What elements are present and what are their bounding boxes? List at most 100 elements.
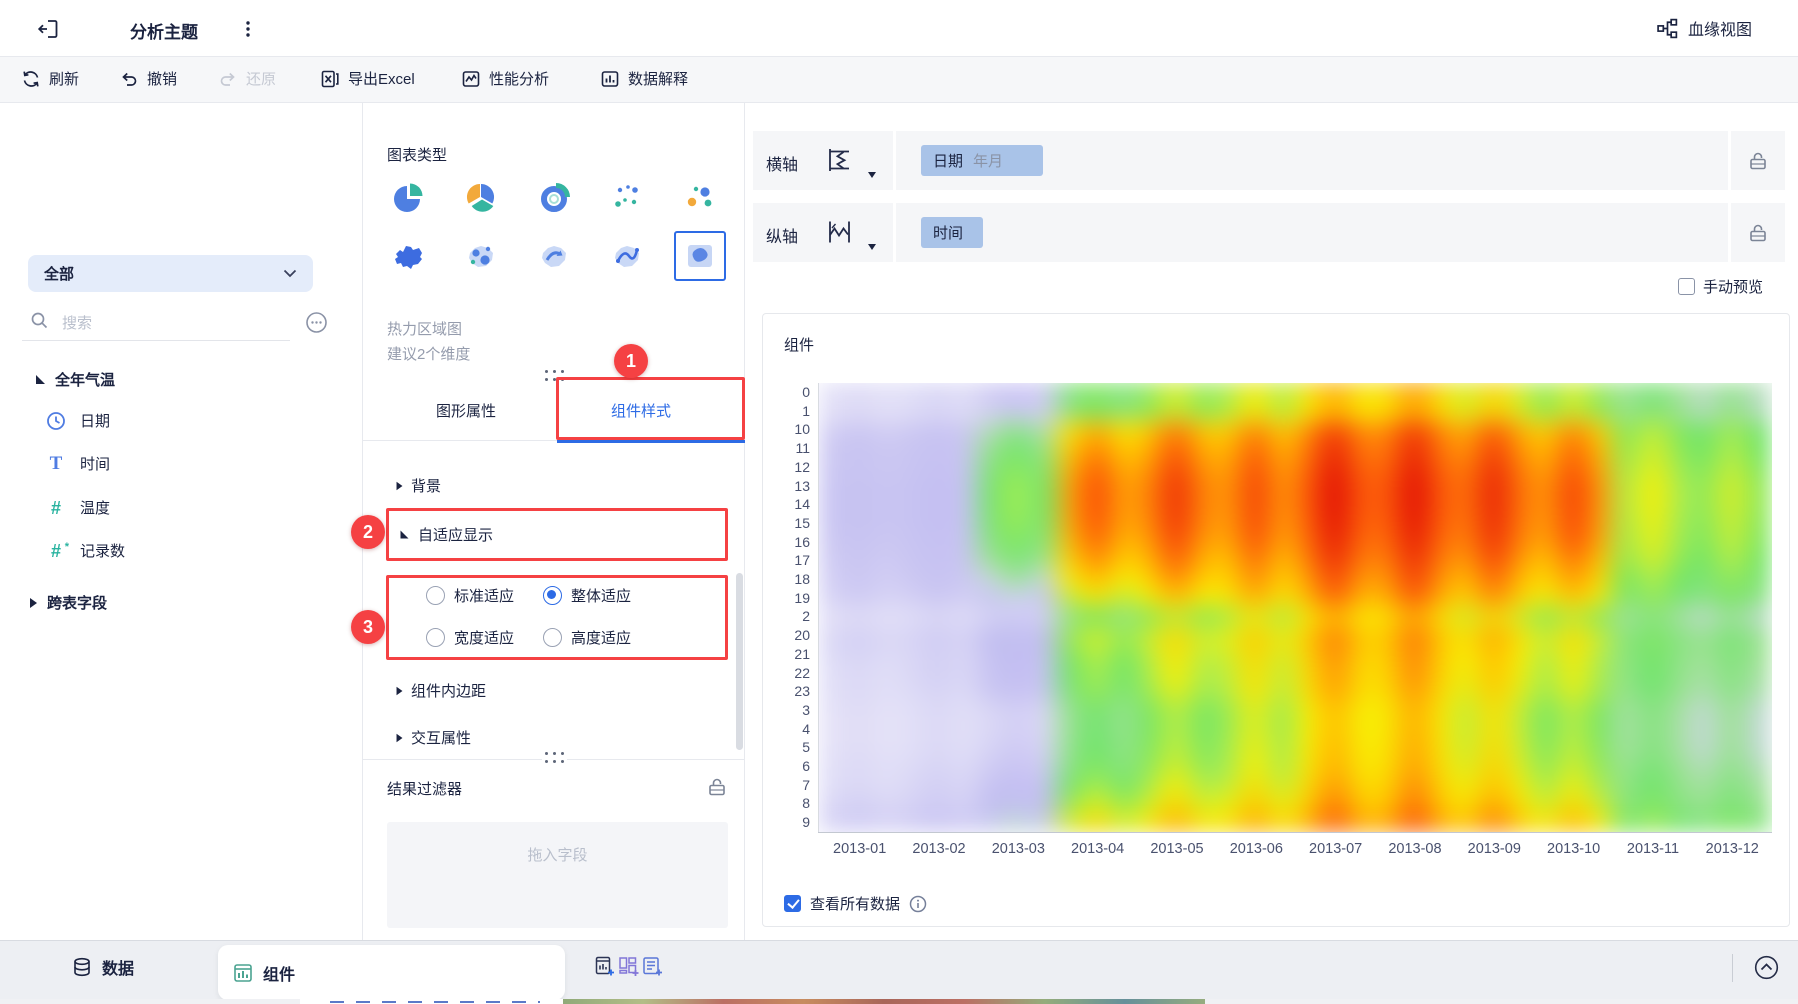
- chart-type-heat-region-icon-selected[interactable]: [683, 239, 717, 273]
- section-padding[interactable]: 组件内边距: [396, 680, 486, 701]
- radio-height-fit[interactable]: 高度适应: [543, 627, 631, 648]
- y-axis-tick-label: 23: [794, 683, 810, 700]
- topbar: 分析主题 血缘视图: [0, 0, 1798, 57]
- chart-type-scatter-icon[interactable]: [610, 181, 644, 215]
- tab-component-style[interactable]: 组件样式: [611, 403, 672, 420]
- chart-type-title: 图表类型: [387, 147, 448, 164]
- tab-graphic-properties[interactable]: 图形属性: [436, 403, 497, 420]
- heatmap-canvas[interactable]: [819, 383, 1771, 832]
- chart-type-bubble-map-icon[interactable]: [464, 239, 498, 273]
- heatmap-plot[interactable]: [819, 383, 1772, 832]
- sliver-image-strip: [563, 999, 1205, 1004]
- lineage-view-button[interactable]: 血缘视图: [1656, 16, 1752, 40]
- chart-type-flow-map-icon[interactable]: [610, 239, 644, 273]
- radio-icon[interactable]: [426, 628, 445, 647]
- undo-button[interactable]: 撤销: [119, 68, 177, 89]
- section-interaction[interactable]: 交互属性: [396, 727, 471, 748]
- x-axis-tick-label: 2013-10: [1547, 841, 1601, 857]
- radio-icon[interactable]: [543, 628, 562, 647]
- chevron-down-icon: [283, 269, 297, 278]
- cross-table-node[interactable]: 跨表字段: [30, 592, 107, 613]
- chart-type-pie-multi-icon[interactable]: [464, 181, 498, 215]
- result-filter-lock-icon[interactable]: [706, 776, 728, 798]
- radio-width-fit[interactable]: 宽度适应: [426, 627, 514, 648]
- sidebar-more-icon[interactable]: [305, 311, 328, 334]
- manual-preview-checkbox[interactable]: [1678, 278, 1695, 295]
- tree-expand-icon[interactable]: [36, 375, 45, 384]
- search-icon: [30, 311, 49, 330]
- chart-type-dots-icon[interactable]: [683, 181, 717, 215]
- x-axis-field-pill[interactable]: 日期 年月: [921, 145, 1043, 176]
- section-background[interactable]: 背景: [396, 475, 441, 496]
- x-axis-tick-label: 2013-03: [991, 841, 1045, 857]
- tab-border: [363, 440, 745, 441]
- field-item-text[interactable]: T 时间: [46, 453, 110, 474]
- y-axis-tick-label: 4: [802, 720, 810, 737]
- dataset-tree-node[interactable]: 全年气温: [36, 369, 115, 390]
- exit-icon[interactable]: [36, 17, 60, 41]
- tree-collapsed-icon[interactable]: [30, 597, 37, 608]
- component-card-title: 组件: [784, 337, 815, 354]
- radio-selected-icon[interactable]: [543, 586, 562, 605]
- view-all-data-label: 查看所有数据: [810, 896, 901, 913]
- section-resize-handle[interactable]: [542, 750, 567, 765]
- table-scope-dropdown[interactable]: 全部: [28, 255, 313, 292]
- manual-preview-toggle[interactable]: 手动预览: [1678, 276, 1763, 297]
- y-axis-tick-label: 2: [802, 608, 810, 625]
- collapse-panel-button[interactable]: [1754, 955, 1779, 980]
- field-item-date[interactable]: 日期: [46, 410, 110, 431]
- filter-drop-zone[interactable]: 拖入字段: [387, 822, 728, 928]
- y-axis-type-icon[interactable]: [824, 217, 854, 247]
- redo-icon: [218, 69, 238, 89]
- y-axis-tick-label: 22: [794, 664, 810, 681]
- chart-type-pie-icon[interactable]: [391, 181, 425, 215]
- performance-analysis-button[interactable]: 性能分析: [461, 68, 549, 89]
- more-menu-icon[interactable]: [245, 19, 251, 39]
- field-sidebar: 全部 搜索 全年气温 日期 T 时间 # 温度 # * 记录数: [0, 103, 363, 940]
- field-label: 温度: [80, 500, 111, 517]
- panel-scrollbar[interactable]: [736, 573, 743, 750]
- y-axis-tick-label: 12: [794, 458, 810, 475]
- y-axis-lock-cell[interactable]: [1731, 203, 1785, 262]
- refresh-button[interactable]: 刷新: [21, 68, 79, 89]
- radio-standard-fit[interactable]: 标准适应: [426, 585, 514, 606]
- x-axis-lock-cell[interactable]: [1731, 131, 1785, 190]
- x-axis-type-icon[interactable]: [824, 145, 854, 175]
- field-item-number[interactable]: # 温度: [46, 497, 110, 518]
- y-axis-tick-label: 5: [802, 739, 810, 756]
- add-component-icon[interactable]: [593, 955, 615, 977]
- search-input[interactable]: 搜索: [62, 315, 93, 332]
- info-icon[interactable]: [909, 895, 927, 913]
- lineage-icon: [1656, 17, 1679, 40]
- y-axis-field-pill[interactable]: 时间: [921, 217, 983, 248]
- tab-data[interactable]: 数据: [71, 955, 134, 979]
- chart-type-donut-icon[interactable]: [537, 181, 571, 215]
- chart-type-map-icon[interactable]: [391, 239, 425, 273]
- x-axis-caret-icon[interactable]: [868, 172, 876, 178]
- add-dashboard-icon[interactable]: [617, 955, 639, 977]
- view-all-data-checkbox[interactable]: [784, 895, 801, 912]
- add-report-icon[interactable]: [641, 955, 663, 977]
- undo-icon: [119, 69, 139, 89]
- export-excel-button[interactable]: 导出Excel: [320, 68, 415, 89]
- collapse-icon: [396, 481, 403, 490]
- bottombar: 数据 组件: [0, 940, 1798, 1000]
- y-axis-caret-icon[interactable]: [868, 244, 876, 250]
- tab-active-underline: [557, 440, 745, 443]
- redo-button-disabled[interactable]: 还原: [218, 68, 276, 89]
- section-adaptive-display[interactable]: 自适应显示: [400, 524, 493, 545]
- data-explain-button[interactable]: 数据解释: [600, 68, 688, 89]
- y-axis-tick-label: 14: [794, 496, 810, 513]
- y-axis-tick-label: 8: [802, 795, 810, 812]
- x-axis-tick-label: 2013-08: [1388, 841, 1442, 857]
- radio-icon[interactable]: [426, 586, 445, 605]
- y-axis-field-shelf[interactable]: [896, 203, 1728, 262]
- view-all-data-toggle[interactable]: 查看所有数据: [784, 893, 927, 914]
- field-item-record-count[interactable]: # * 记录数: [46, 540, 125, 561]
- cross-table-label: 跨表字段: [47, 595, 108, 612]
- performance-icon: [461, 69, 481, 89]
- radio-overall-fit-selected[interactable]: 整体适应: [543, 585, 631, 606]
- chart-type-arrow-map-icon[interactable]: [537, 239, 571, 273]
- tab-component-active[interactable]: 组件: [218, 945, 565, 1000]
